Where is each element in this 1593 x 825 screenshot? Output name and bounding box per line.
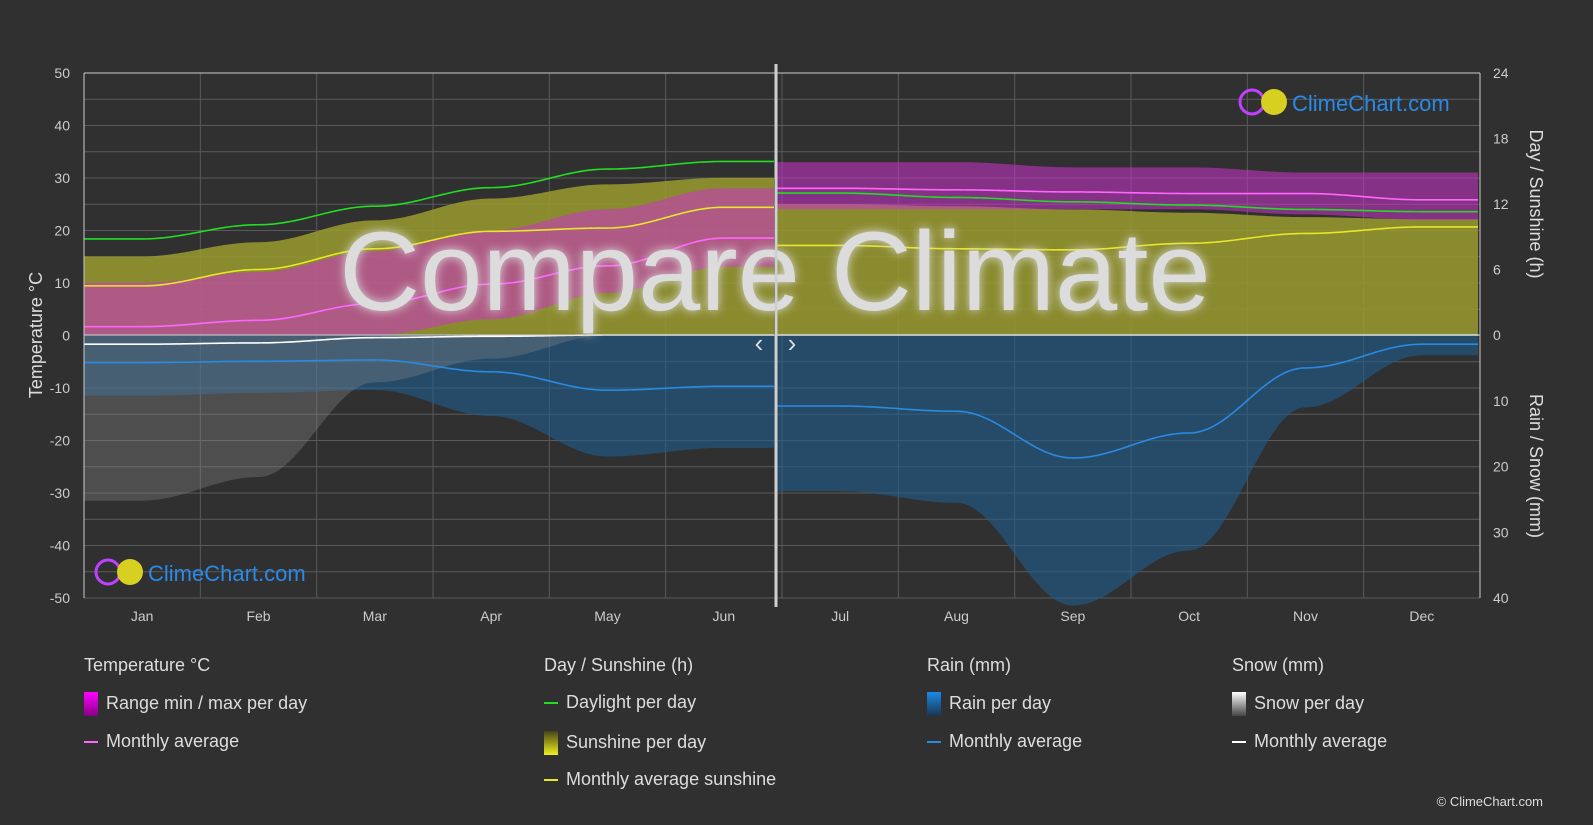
right-tick-label: 18 — [1493, 131, 1509, 147]
left-tick-label: -30 — [50, 485, 70, 501]
legend-snow-avg: Monthly average — [1232, 731, 1387, 752]
climate-chart: 50 40 30 20 10 0 -10 -20 -30 -40 -50 24 18 12 6 0 10 20 30… — [26, 64, 1546, 624]
svg-text:ClimeChart.com: ClimeChart.com — [148, 561, 306, 586]
next-arrow[interactable]: › — [788, 328, 797, 358]
right-tick-label: 12 — [1493, 196, 1509, 212]
rain-avg-line — [84, 359, 774, 392]
legend-sunshine: Sunshine per day — [544, 731, 706, 755]
temperature-avg-line — [776, 187, 1478, 201]
temperature-avg-line — [84, 237, 774, 328]
left-tick-label: 20 — [54, 223, 70, 239]
legend-rain-title: Rain (mm) — [927, 655, 1011, 675]
legend-temperature-title: Temperature °C — [84, 655, 211, 675]
legend-temp-avg: Monthly average — [84, 731, 239, 752]
rain-area — [776, 335, 1478, 606]
logo-top: ClimeChart.com — [1238, 88, 1450, 116]
month-label: Sep — [1060, 608, 1085, 624]
data-areas — [84, 162, 1478, 606]
right-tick-label: 24 — [1493, 65, 1509, 81]
month-label: Jul — [831, 608, 849, 624]
month-label: Oct — [1178, 608, 1200, 624]
left-tick-label: -50 — [50, 590, 70, 606]
month-label: Mar — [363, 608, 387, 624]
left-tick-label: 0 — [62, 328, 70, 344]
axes: 50 40 30 20 10 0 -10 -20 -30 -40 -50 24 18 12 6 0 10 20 30… — [26, 65, 1546, 624]
legend-daylight: Daylight per day — [544, 692, 696, 713]
right-tick-label: 20 — [1493, 459, 1509, 475]
right-axis-bottom-label: Rain / Snow (mm) — [1526, 394, 1546, 538]
legend-sunshine-avg: Monthly average sunshine — [544, 769, 776, 790]
snow-area — [84, 335, 774, 501]
logo-bottom: ClimeChart.com — [94, 558, 306, 586]
month-label: Nov — [1293, 608, 1318, 624]
legend-sunshine-title: Day / Sunshine (h) — [544, 655, 694, 675]
temperature-range-area — [84, 188, 774, 335]
legend-rain-avg: Monthly average — [927, 731, 1082, 752]
swatch-pink — [84, 692, 98, 716]
daylight-line — [84, 160, 774, 240]
sunshine-area — [776, 204, 1478, 335]
svg-text:ClimeChart.com: ClimeChart.com — [1292, 91, 1450, 116]
left-tick-label: 30 — [54, 170, 70, 186]
right-tick-label: 0 — [1493, 327, 1501, 343]
left-tick-label: -40 — [50, 538, 70, 554]
temperature-range-area — [776, 162, 1478, 220]
daylight-line — [776, 192, 1478, 213]
legend-rain: Rain per day — [927, 692, 1051, 716]
left-tick-label: 40 — [54, 118, 70, 134]
legend-snow-title: Snow (mm) — [1232, 655, 1325, 675]
left-tick-label: 50 — [54, 65, 70, 81]
right-tick-label: 10 — [1493, 393, 1509, 409]
legend-snow: Snow per day — [1232, 692, 1364, 716]
month-label: Dec — [1409, 608, 1434, 624]
right-tick-label: 6 — [1493, 262, 1501, 278]
right-axis-top-label: Day / Sunshine (h) — [1526, 129, 1546, 278]
month-label: Jan — [131, 608, 154, 624]
left-tick-label: -10 — [50, 380, 70, 396]
month-label: Aug — [944, 608, 969, 624]
sunshine-avg-line — [776, 226, 1478, 251]
month-label: May — [594, 608, 620, 624]
month-label: Jun — [713, 608, 736, 624]
left-tick-label: -20 — [50, 433, 70, 449]
left-axis-label: Temperature °C — [26, 272, 46, 398]
left-tick-label: 10 — [54, 275, 70, 291]
right-tick-label: 40 — [1493, 590, 1509, 606]
right-tick-label: 30 — [1493, 524, 1509, 540]
prev-arrow[interactable]: ‹ — [755, 328, 764, 358]
rain-avg-line — [776, 343, 1478, 459]
rain-area — [84, 335, 774, 457]
legend-temp-range: Range min / max per day — [84, 692, 307, 716]
month-label: Feb — [246, 608, 270, 624]
month-label: Apr — [480, 608, 502, 624]
copyright: © ClimeChart.com — [1436, 794, 1543, 809]
sunshine-avg-line — [84, 206, 774, 287]
